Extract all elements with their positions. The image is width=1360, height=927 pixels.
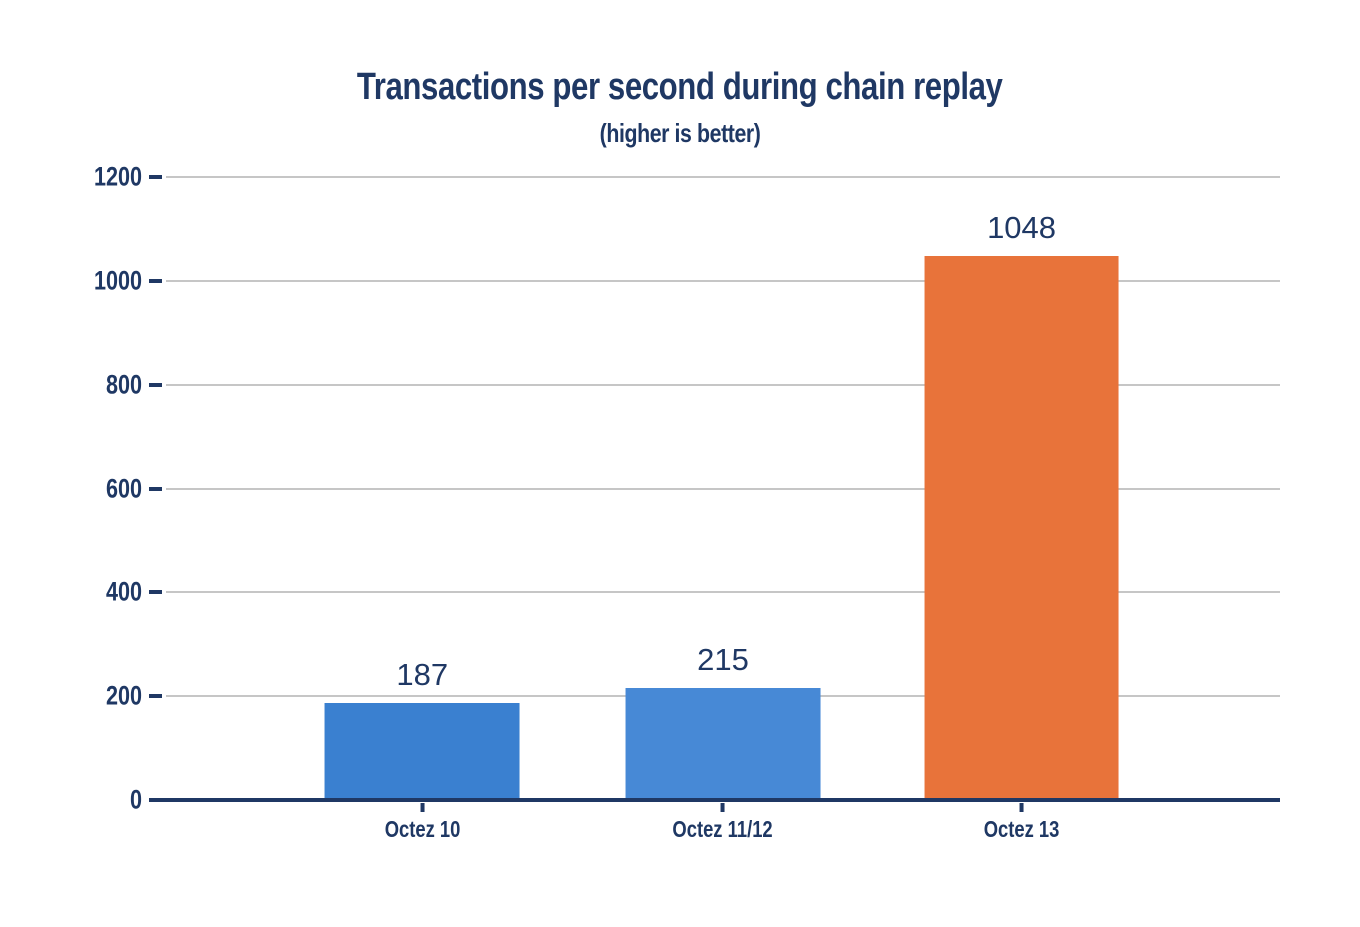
y-tick-label: 800	[105, 369, 142, 400]
gridline	[166, 279, 1280, 282]
bar-group-0: 187 Octez 10	[324, 177, 520, 842]
y-tick-label: 400	[105, 576, 142, 607]
bar	[324, 702, 520, 800]
chart-header: Transactions per second during chain rep…	[0, 66, 1360, 149]
y-tick-label: 200	[105, 680, 142, 711]
bar-value-label: 187	[396, 656, 449, 692]
x-axis-line	[149, 798, 1280, 802]
y-tick-mark	[149, 382, 162, 387]
bar-value-label: 1048	[987, 209, 1057, 245]
bar-group-1: 215 Octez 11/12	[625, 177, 821, 842]
x-tick-mark	[1019, 803, 1024, 812]
y-tick-mark	[149, 694, 162, 699]
x-tick-mark	[721, 803, 725, 812]
x-axis-label: Octez 11/12	[672, 816, 774, 842]
gridline	[166, 591, 1280, 594]
gridline	[166, 176, 1280, 178]
x-tick-mark	[420, 803, 425, 812]
y-tick-mark	[149, 486, 162, 491]
y-tick-label: 1000	[93, 265, 142, 296]
y-tick-mark	[149, 590, 162, 595]
chart-subtitle-row: (higher is better)	[0, 118, 1360, 149]
y-tick-label: 600	[105, 473, 142, 503]
gridline	[166, 383, 1280, 386]
chart-subtitle: (higher is better)	[599, 117, 761, 148]
bar	[625, 688, 821, 800]
y-tick-mark	[149, 175, 162, 179]
chart-title-row: Transactions per second during chain rep…	[0, 66, 1360, 110]
bar	[924, 255, 1120, 800]
y-tick-mark	[149, 798, 162, 802]
plot-area: 0 200 400 600 800 1000 1200 187 Octez 10 215 Octe…	[94, 162, 1280, 842]
bar-value-label: 215	[697, 642, 749, 678]
y-tick-label: 0	[129, 784, 142, 815]
x-axis-label: Octez 13	[983, 816, 1060, 842]
x-axis-label: Octez 10	[384, 816, 461, 842]
chart-title: Transactions per second during chain rep…	[357, 66, 1003, 108]
y-tick-mark	[149, 278, 162, 283]
gridline	[166, 487, 1280, 490]
bar-group-2: 1048 Octez 13	[924, 177, 1120, 842]
y-tick-label: 1200	[93, 161, 142, 192]
